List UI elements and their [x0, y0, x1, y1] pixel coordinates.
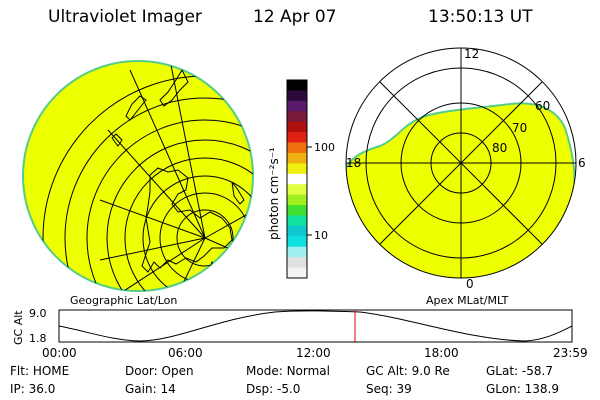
colorbar-segment: [287, 163, 307, 175]
colorbar-tick-label-10: 10: [314, 229, 328, 242]
mlat-label-80: 80: [492, 141, 507, 155]
altitude-xtick-1: 06:00: [168, 346, 203, 360]
footer-glat-label: GLat:: [486, 364, 519, 378]
altitude-xtick-0: 00:00: [42, 346, 77, 360]
footer-gain-value: 14: [160, 382, 176, 396]
colorbar-segment: [287, 80, 307, 91]
altitude-ytick-top: 9.0: [29, 307, 47, 320]
footer-dsp: Dsp: -5.0: [246, 382, 300, 396]
footer-seq-value: 39: [396, 382, 412, 396]
footer-door: Door: Open: [125, 364, 194, 378]
mlat-label-70: 70: [512, 121, 527, 135]
footer-mode: Mode: Normal: [246, 364, 330, 378]
footer-glon-value: 138.9: [524, 382, 559, 396]
altitude-xtick-3: 18:00: [424, 346, 459, 360]
colorbar-segment: [287, 236, 307, 248]
colorbar-segment: [287, 173, 307, 185]
colorbar-tick-label-100: 100: [314, 141, 335, 154]
altitude-ytick-bottom: 1.8: [29, 332, 47, 345]
polar-coverage-fill: [346, 102, 576, 278]
colorbar-segment: [287, 205, 307, 216]
footer-glon: GLon: 138.9: [486, 382, 559, 396]
altitude-plot-frame: [58, 309, 573, 343]
colorbar-segment: [287, 152, 307, 164]
footer-gain-label: Gain:: [125, 382, 157, 396]
footer-gc-alt: GC Alt: 9.0 Re: [366, 364, 450, 378]
colorbar-segment: [287, 246, 307, 258]
colorbar-segment: [287, 194, 307, 206]
footer-flight: Flt: HOME: [10, 364, 69, 378]
latitude-grid: [42, 75, 253, 291]
polar-ring-70: [400, 102, 522, 224]
geographic-image-disk: [22, 60, 254, 292]
footer-gc-alt-value: 9.0 Re: [411, 364, 450, 378]
longitude-grid: [99, 61, 253, 291]
colorbar-segment: [287, 90, 307, 102]
colorbar-segment: [287, 132, 307, 144]
mlt-label-bottom: 0: [466, 277, 474, 291]
polar-spoke-diag-1: [379, 81, 543, 245]
polar-ring-60: [365, 67, 557, 259]
colorbar-segment: [287, 142, 307, 154]
instrument-title: Ultraviolet Imager: [48, 7, 202, 27]
footer-flight-label: Flt:: [10, 364, 29, 378]
footer-dsp-value: -5.0: [276, 382, 301, 396]
colorbar-segment: [287, 225, 307, 237]
footer-ip-value: 36.0: [28, 382, 56, 396]
mlt-label-left: 18: [346, 156, 361, 170]
footer-glat: GLat: -58.7: [486, 364, 553, 378]
colorbar-unit-label: photon cm⁻²s⁻¹: [267, 147, 281, 240]
observation-time: 13:50:13 UT: [428, 7, 533, 27]
footer-flight-value: HOME: [32, 364, 70, 378]
mlt-label-right: 6: [578, 156, 586, 170]
colorbar-segment: [287, 121, 307, 133]
footer-mode-value: Normal: [286, 364, 330, 378]
polar-ring-80: [430, 132, 492, 194]
colorbar-segment: [287, 215, 307, 227]
footer-ip-label: IP:: [10, 382, 25, 396]
observation-date: 12 Apr 07: [253, 7, 337, 27]
altitude-xtick-2: 12:00: [296, 346, 331, 360]
polar-spoke-diag-2: [379, 81, 543, 245]
geographic-panel-label: Geographic Lat/Lon: [70, 294, 178, 307]
footer-ip: IP: 36.0: [10, 382, 55, 396]
colorbar-segment: [287, 111, 307, 123]
colorbar-segment: [287, 267, 307, 279]
footer-door-value: Open: [161, 364, 194, 378]
altitude-curve: [58, 310, 573, 342]
colorbar-segment: [287, 100, 307, 112]
footer-seq-label: Seq:: [366, 382, 393, 396]
altitude-xtick-4: 23:59: [553, 346, 588, 360]
mlt-label-top: 12: [464, 47, 479, 61]
footer-gc-alt-label: GC Alt:: [366, 364, 408, 378]
footer-seq: Seq: 39: [366, 382, 412, 396]
footer-glon-label: GLon:: [486, 382, 521, 396]
footer-dsp-label: Dsp:: [246, 382, 274, 396]
footer-gain: Gain: 14: [125, 382, 176, 396]
colorbar-segment: [287, 257, 307, 269]
footer-door-label: Door:: [125, 364, 158, 378]
footer-mode-label: Mode:: [246, 364, 283, 378]
colorbar-segment: [287, 184, 307, 196]
apex-panel-label: Apex MLat/MLT: [426, 294, 509, 307]
footer-glat-value: -58.7: [521, 364, 553, 378]
polar-ring-outer: [345, 47, 577, 279]
altitude-ylabel: GC Alt: [12, 310, 25, 345]
coastlines: [111, 68, 245, 279]
mlat-label-60: 60: [535, 99, 550, 113]
